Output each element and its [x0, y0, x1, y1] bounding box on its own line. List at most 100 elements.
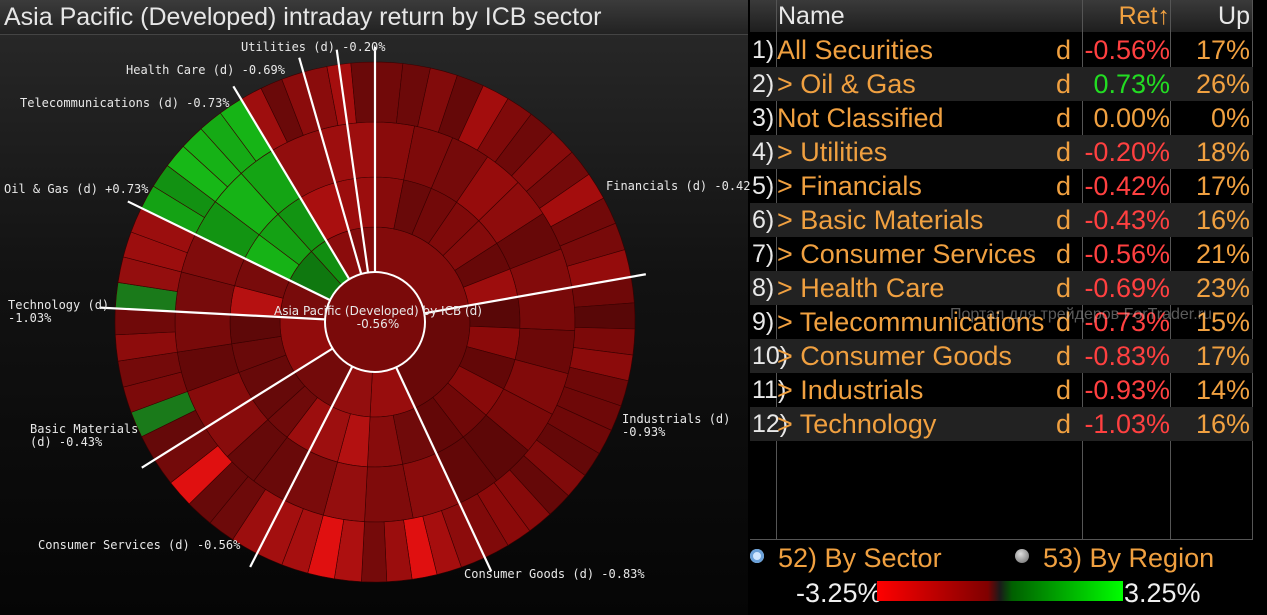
row-return: -0.20% — [1084, 137, 1170, 167]
title-bar — [0, 0, 748, 35]
row-number: 4) — [752, 138, 775, 166]
table-row[interactable]: 2) > Oil & Gas d 0.73% 26% — [750, 67, 1253, 101]
row-return: -0.56% — [1084, 239, 1170, 269]
label-health-care[interactable]: Health Care (d) -0.69% — [126, 63, 285, 77]
label-oil-gas[interactable]: Oil & Gas (d) +0.73% — [4, 182, 149, 196]
table-row[interactable]: 9) > Telecommunications d -0.73% 15% — [750, 305, 1253, 339]
row-return: -0.56% — [1084, 35, 1170, 65]
row-name: > Basic Materials — [777, 205, 984, 235]
table-row[interactable]: 3) Not Classified d 0.00% 0% — [750, 101, 1253, 135]
label-telecommunications[interactable]: Telecommunications (d) -0.73% — [20, 96, 230, 110]
table-row[interactable]: 1) All Securities d -0.56% 17% — [750, 33, 1253, 67]
table-row[interactable]: 12) > Technology d -1.03% 16% — [750, 407, 1253, 441]
table-row[interactable]: 8) > Health Care d -0.69% 23% — [750, 271, 1253, 305]
row-name: Not Classified — [777, 103, 944, 133]
row-period: d — [1056, 409, 1072, 439]
row-return: 0.00% — [1093, 103, 1170, 133]
column-divider — [1170, 0, 1171, 540]
row-period: d — [1056, 35, 1072, 65]
row-name: > Consumer Services — [777, 239, 1036, 269]
row-number: 10) — [752, 342, 789, 370]
row-number: 7) — [752, 240, 775, 268]
row-number: 12) — [752, 410, 789, 438]
row-return: -0.42% — [1084, 171, 1170, 201]
row-name: All Securities — [777, 35, 934, 65]
label-financials[interactable]: Financials (d) -0.42% — [606, 179, 758, 193]
row-number: 9) — [752, 308, 775, 336]
row-up-percent: 17% — [1195, 341, 1250, 371]
sunburst-segment[interactable] — [574, 302, 636, 330]
row-name: > Financials — [777, 171, 922, 201]
sunburst-segment[interactable] — [361, 521, 388, 583]
row-return: -0.93% — [1084, 375, 1170, 405]
label-industrials-value: -0.93% — [622, 425, 666, 439]
sector-divider — [298, 57, 363, 275]
row-return: -0.69% — [1084, 273, 1170, 303]
row-up-percent: 26% — [1195, 69, 1250, 99]
row-return: -0.83% — [1084, 341, 1170, 371]
row-up-percent: 15% — [1195, 307, 1250, 337]
column-header-name[interactable]: Name — [778, 2, 845, 30]
label-consumer-goods[interactable]: Consumer Goods (d) -0.83% — [464, 567, 645, 581]
row-return: 0.73% — [1093, 69, 1170, 99]
sector-divider — [395, 366, 493, 572]
watermark: Портал для трейдеров ForTrader.ru — [950, 306, 1212, 323]
row-name: > Utilities — [777, 137, 888, 167]
radio-unselected-icon — [1015, 549, 1029, 563]
table-row[interactable]: 4) > Utilities d -0.20% 18% — [750, 135, 1253, 169]
row-number: 8) — [752, 274, 775, 302]
by-sector-label: 52) By Sector — [778, 543, 942, 573]
sunburst-panel: Asia Pacific (Developed) intraday return… — [0, 0, 758, 615]
row-up-percent: 14% — [1195, 375, 1250, 405]
table-row[interactable]: 6) > Basic Materials d -0.43% 16% — [750, 203, 1253, 237]
row-up-percent: 17% — [1195, 35, 1250, 65]
sector-table: Name Ret↑ Up 1) All Securities d -0.56% 17% 2… — [750, 0, 1267, 615]
column-header-up[interactable]: Up — [1218, 2, 1250, 30]
label-technology-value: -1.03% — [8, 311, 52, 325]
label-technology[interactable]: Technology (d) — [8, 298, 110, 312]
row-up-percent: 23% — [1195, 273, 1250, 303]
label-consumer-services[interactable]: Consumer Services (d) -0.56% — [38, 538, 241, 552]
row-number: 2) — [752, 70, 775, 98]
table-row[interactable]: 7) > Consumer Services d -0.56% 21% — [750, 237, 1253, 271]
row-period: d — [1056, 341, 1072, 371]
label-industrials[interactable]: Industrials (d) — [622, 412, 731, 426]
row-number: 6) — [752, 206, 775, 234]
color-scale-bar — [877, 581, 1123, 601]
row-return: -1.03% — [1084, 409, 1170, 439]
row-number: 3) — [752, 104, 775, 132]
label-basic-materials-value: (d) -0.43% — [30, 435, 103, 449]
label-basic-materials[interactable]: Basic Materials — [30, 422, 139, 436]
row-up-percent: 16% — [1195, 205, 1250, 235]
sector-divider — [127, 200, 331, 302]
column-divider — [776, 0, 777, 540]
row-up-percent: 0% — [1210, 103, 1250, 133]
table-body: 1) All Securities d -0.56% 17% 2) > Oil & Gas d… — [750, 33, 1253, 441]
legend-max-value: 3.25% — [1124, 578, 1201, 608]
center-label[interactable]: Asia Pacific (Developed) by ICB (d) -0.5… — [258, 305, 498, 331]
chart-title: Asia Pacific (Developed) intraday return… — [4, 3, 602, 31]
table-row[interactable]: 11) > Industrials d -0.93% 14% — [750, 373, 1253, 407]
table-row[interactable]: 10) > Consumer Goods d -0.83% 17% — [750, 339, 1253, 373]
table-header: Name Ret↑ Up — [750, 0, 1253, 32]
sector-divider — [141, 347, 334, 469]
row-number: 5) — [752, 172, 775, 200]
row-period: d — [1056, 307, 1072, 337]
legend-min-value: -3.25% — [796, 578, 882, 608]
sunburst-chart[interactable] — [0, 0, 748, 615]
label-utilities[interactable]: Utilities (d) -0.20% — [241, 40, 386, 54]
by-region-label: 53) By Region — [1043, 543, 1215, 573]
sector-divider — [249, 366, 354, 568]
row-number: 11) — [752, 376, 787, 404]
row-number: 1) — [752, 36, 775, 64]
sunburst-segment[interactable] — [114, 308, 176, 336]
row-up-percent: 17% — [1195, 171, 1250, 201]
table-row[interactable]: 5) > Financials d -0.42% 17% — [750, 169, 1253, 203]
row-return: -0.73% — [1084, 307, 1170, 337]
row-return: -0.43% — [1084, 205, 1170, 235]
column-header-return[interactable]: Ret↑ — [1118, 2, 1170, 30]
sector-divider — [424, 273, 647, 315]
row-period: d — [1056, 205, 1072, 235]
row-name: > Technology — [777, 409, 937, 439]
row-period: d — [1056, 69, 1072, 99]
